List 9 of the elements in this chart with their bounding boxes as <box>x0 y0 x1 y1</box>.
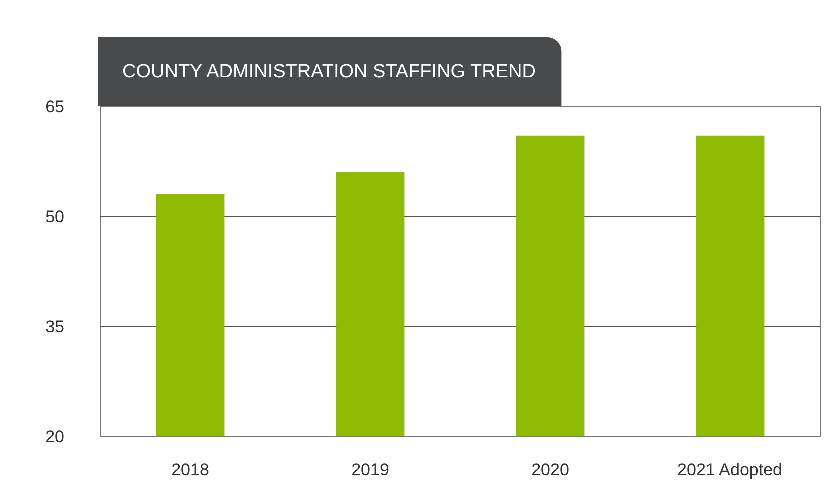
y-tick-label: 50 <box>46 208 65 226</box>
y-tick-label: 20 <box>46 428 65 446</box>
y-tick-label: 35 <box>46 318 65 336</box>
y-tick-label: 65 <box>46 98 65 116</box>
chart-title: COUNTY ADMINISTRATION STAFFING TREND <box>122 62 536 82</box>
x-tick-label: 2018 <box>172 460 210 480</box>
x-tick-label: 2021 Adopted <box>678 460 783 480</box>
x-tick-label: 2020 <box>532 460 570 480</box>
x-tick-label: 2019 <box>352 460 390 480</box>
